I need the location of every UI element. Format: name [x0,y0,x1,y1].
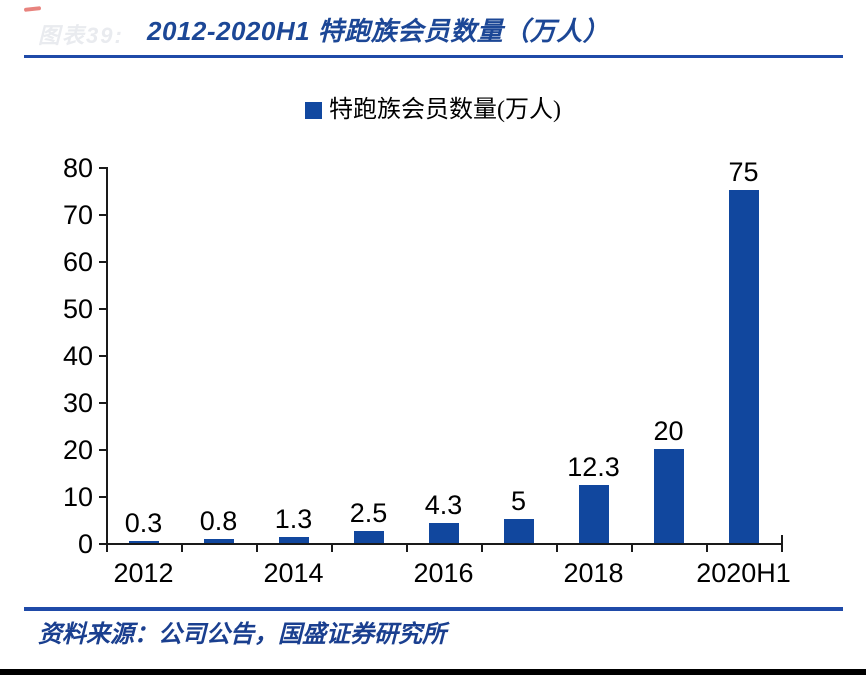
x-axis-tick [406,545,408,552]
y-tick-label: 50 [62,294,93,324]
y-axis-line [106,167,108,545]
bar-value-label-2015: 2.5 [349,498,388,528]
x-axis-tick [256,545,258,552]
bar-value-label-2017: 5 [510,486,527,516]
y-tick-label: 20 [62,435,93,465]
legend-label: 特跑族会员数量(万人) [329,97,561,123]
x-tick-label-2012: 2012 [113,558,174,588]
y-axis-tick [99,543,106,545]
bar-value-label-2018: 12.3 [567,452,620,482]
bar-2016 [428,523,459,543]
bar-2014 [278,537,309,543]
x-axis-tick [106,545,108,552]
y-axis-tick [99,261,106,263]
bar-value-label-2014: 1.3 [274,504,313,534]
x-axis-tick [781,545,783,552]
bar-value-label-2013: 0.8 [199,506,238,536]
y-axis-tick [99,402,106,404]
bar-2019 [653,449,684,543]
bar-2018 [578,485,609,543]
y-axis-tick [99,308,106,310]
y-tick-label: 80 [62,153,93,183]
x-tick-label-2018: 2018 [563,558,624,588]
bar-2015 [353,531,384,543]
y-axis-tick [99,496,106,498]
bar-2013 [203,539,234,543]
legend-swatch-icon [305,102,322,119]
figure-number-watermark: 图表39: [38,23,124,48]
x-axis-tick [181,545,183,552]
chart-legend: 特跑族会员数量(万人) [0,96,866,124]
x-axis-end-tick [781,535,783,543]
y-tick-label: 0 [77,529,93,559]
x-axis-line [106,543,783,545]
bar-value-label-2012: 0.3 [124,508,163,538]
x-axis-tick [631,545,633,552]
x-tick-label-2016: 2016 [413,558,474,588]
y-axis-tick [99,355,106,357]
bar-value-label-2020H1: 75 [728,157,759,187]
bar-value-label-2019: 20 [653,416,684,446]
bar-value-label-2016: 4.3 [424,490,463,520]
y-tick-label: 30 [62,388,93,418]
y-axis-tick [99,214,106,216]
x-axis-tick [331,545,333,552]
bar-2012 [128,541,159,543]
chart-title: 2012-2020H1 特跑族会员数量（万人） [147,16,610,46]
source-note: 资料来源：公司公告，国盛证券研究所 [38,622,446,648]
x-axis-tick [556,545,558,552]
y-axis-tick [99,167,106,169]
y-tick-label: 10 [62,482,93,512]
x-axis-tick [481,545,483,552]
y-tick-label: 40 [62,341,93,371]
y-axis-tick [99,449,106,451]
title-divider-line [24,55,843,58]
bar-2017 [503,519,534,543]
footer-divider-line [24,607,843,611]
x-axis-tick [706,545,708,552]
x-tick-label-2020H1: 2020H1 [696,558,791,588]
y-tick-label: 60 [62,247,93,277]
bar-2020H1 [728,190,759,543]
x-tick-label-2014: 2014 [263,558,324,588]
y-tick-label: 70 [62,200,93,230]
bottom-border-bar [0,669,866,675]
